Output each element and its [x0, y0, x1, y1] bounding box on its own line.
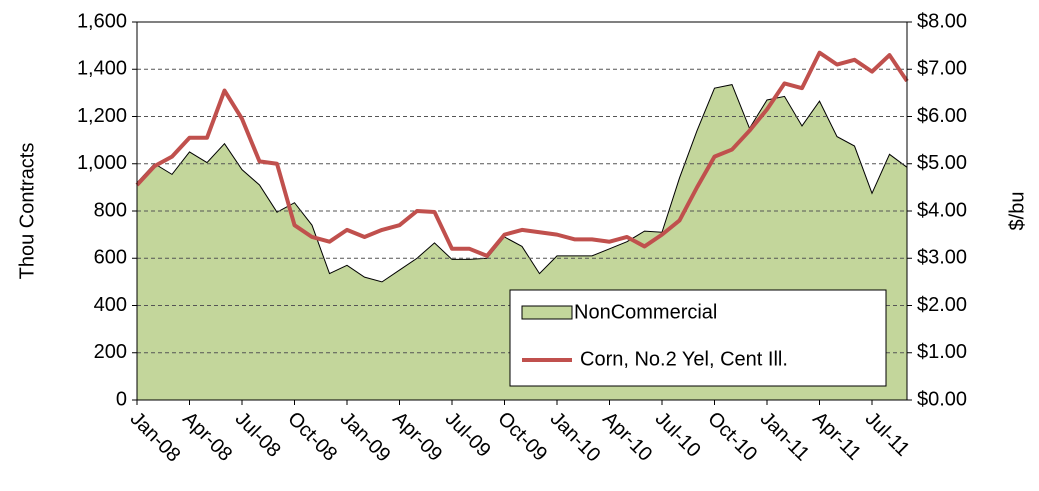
y2-tick-label: $1.00: [917, 341, 967, 363]
x-tick-label: Apr-10: [598, 408, 656, 466]
legend-box: [509, 289, 887, 387]
x-tick-label: Jul-11: [861, 408, 914, 461]
y-tick-label: 200: [94, 341, 127, 363]
y2-tick-label: $5.00: [917, 152, 967, 174]
legend-label: NonCommercial: [574, 301, 717, 323]
y-tick-label: 0: [116, 388, 127, 410]
x-tick-label: Jul-08: [231, 408, 285, 462]
legend-swatch: [521, 305, 573, 320]
x-tick-label: Apr-11: [808, 408, 865, 465]
line: [135, 50, 909, 258]
y-tick-label: 400: [94, 294, 127, 316]
y2-tick-label: $6.00: [917, 105, 967, 127]
x-tick-label: Jan-11: [756, 408, 814, 466]
y-tick-label: 1,200: [77, 105, 127, 127]
x-tick-label: Oct-09: [493, 408, 551, 466]
y-tick-label: 600: [94, 247, 127, 269]
x-tick-label: Apr-08: [178, 408, 236, 466]
x-tick-label: Jul-09: [441, 408, 495, 462]
y2-tick-label: $0.00: [917, 388, 967, 410]
y-axis-label: Thou Contracts: [16, 143, 38, 280]
y2-tick-label: $4.00: [917, 199, 967, 221]
y-tick-label: 1,000: [77, 152, 127, 174]
y2-tick-label: $2.00: [917, 294, 967, 316]
y2-tick-label: $3.00: [917, 247, 967, 269]
y-tick-label: 800: [94, 199, 127, 221]
x-tick-label: Jul-10: [651, 408, 705, 462]
y2-axis-label: $/bu: [1006, 192, 1028, 231]
y2-tick-label: $7.00: [917, 58, 967, 80]
x-tick-label: Jan-10: [546, 408, 605, 467]
y2-tick-label: $8.00: [917, 10, 967, 32]
x-tick-label: Jan-09: [336, 408, 395, 467]
legend-label: Corn, No.2 Yel, Cent Ill.: [580, 348, 788, 370]
plot-frame: [136, 21, 908, 401]
x-tick-label: Jan-08: [126, 408, 185, 467]
x-tick-label: Oct-10: [703, 408, 761, 466]
y-tick-label: 1,600: [77, 10, 127, 32]
x-tick-label: Apr-09: [388, 408, 446, 466]
y-tick-label: 1,400: [77, 58, 127, 80]
x-tick-label: Oct-08: [283, 408, 341, 466]
